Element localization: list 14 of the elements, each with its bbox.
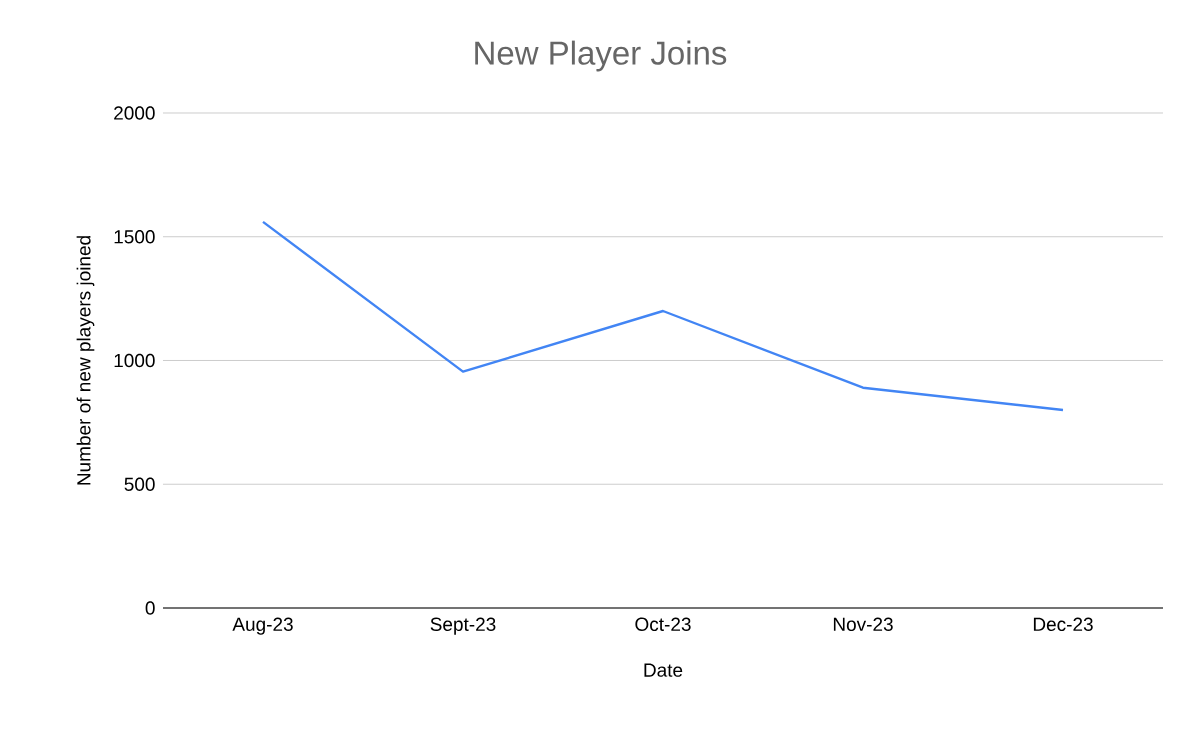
y-tick-label: 2000	[114, 106, 155, 120]
y-tick-label: 0	[145, 601, 155, 615]
chart-title: New Player Joins	[475, 40, 727, 72]
x-tick-label: Oct-23	[635, 617, 691, 631]
x-tick-label: Dec-23	[1033, 617, 1093, 631]
y-axis-title: Number of new players joined	[76, 236, 95, 485]
x-tick-label: Sept-23	[430, 617, 496, 635]
x-axis-title: Date	[644, 663, 683, 677]
y-tick-label: 1000	[114, 353, 155, 368]
y-tick-label: 500	[124, 477, 155, 491]
line-series	[261, 220, 1065, 412]
y-tick-label: 1500	[114, 230, 155, 244]
x-tick-label: Nov-23	[833, 617, 893, 631]
x-tick-label: Aug-23	[232, 617, 293, 635]
